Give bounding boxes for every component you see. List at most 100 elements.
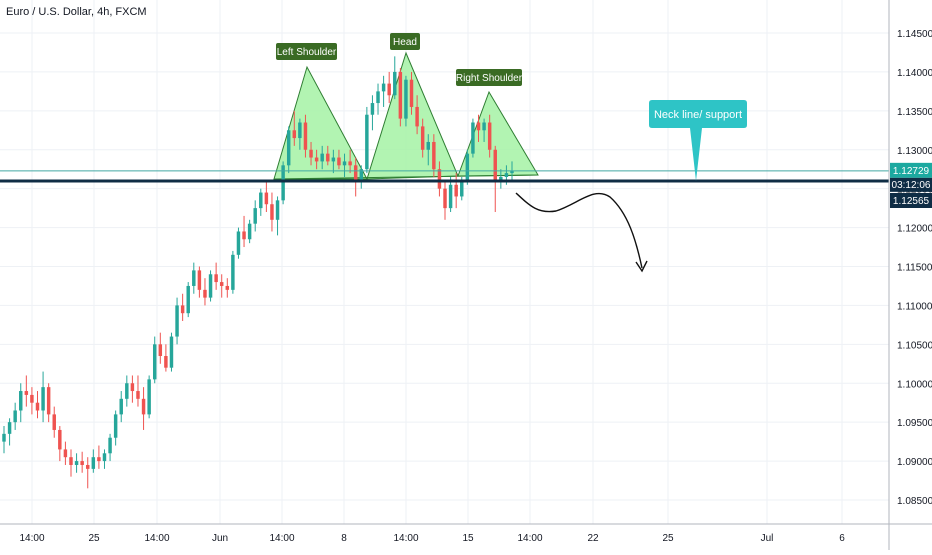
y-tick-label: 1.09000 (897, 457, 932, 468)
candle-body (253, 208, 257, 224)
candle-body (460, 180, 464, 197)
candle-body (74, 461, 79, 465)
candle-body (2, 433, 6, 442)
x-tick-label: Jul (761, 533, 774, 544)
candle-body (259, 192, 263, 209)
candle-body (147, 379, 151, 415)
candle-body (164, 356, 168, 368)
candle-body (309, 149, 313, 158)
candle-body (119, 398, 123, 415)
neckline-callout-text: Neck line/ support (654, 109, 742, 121)
candle-body (471, 122, 475, 154)
y-tick-label: 1.12000 (897, 224, 932, 235)
candle-body (353, 165, 358, 181)
candle-body (203, 289, 207, 298)
price-lines (0, 170, 889, 183)
candle-body (236, 231, 241, 255)
y-tick-label: 1.10500 (897, 340, 932, 351)
pattern-label-bg (456, 69, 522, 86)
x-tick-label: 25 (662, 533, 674, 544)
countdown-badge: 03:12:06 (890, 177, 932, 192)
x-tick-label: 6 (839, 533, 845, 544)
x-tick-label: 14:00 (19, 533, 44, 544)
candle-body (409, 79, 414, 107)
candle-body (465, 153, 470, 181)
y-tick-label: 1.14500 (897, 29, 932, 40)
x-tick-label: Jun (212, 533, 228, 544)
candle-body (504, 173, 509, 177)
candle-body (482, 122, 486, 131)
candle-body (35, 402, 40, 411)
x-tick-label: 22 (587, 533, 599, 544)
candle-body (359, 169, 364, 181)
candle-body (426, 141, 430, 150)
neckline-price-text: 1.12565 (893, 196, 930, 207)
candle-body (303, 122, 308, 150)
left-shoulder-triangle (273, 65, 368, 180)
candle-body (102, 453, 107, 462)
candle-body (499, 176, 503, 181)
candle-body (404, 79, 408, 119)
candle-body (125, 383, 129, 399)
candle-body (41, 387, 45, 411)
x-tick-label: 14:00 (269, 533, 294, 544)
candle-body (264, 192, 269, 205)
candle-body (231, 254, 235, 290)
grid (0, 0, 889, 524)
annotations: Left Shoulder Head Right Shoulder Neck line… (276, 33, 747, 273)
candle-body (443, 188, 447, 209)
candle-body (219, 282, 224, 286)
neckline-price-badge-bg (890, 193, 932, 208)
candle-body (437, 169, 442, 189)
candle-body (24, 391, 29, 395)
candle-body (331, 157, 336, 162)
candle-body (415, 106, 419, 127)
candle-body (247, 223, 252, 240)
y-tick-label: 1.11000 (897, 301, 932, 312)
candle-body (398, 71, 403, 119)
candle-body (169, 336, 174, 368)
candle-body (63, 449, 68, 458)
candle-body (292, 130, 297, 139)
candle-body (275, 200, 280, 220)
candle-body (393, 71, 397, 96)
candle-body (152, 344, 157, 380)
candle-body (270, 204, 274, 220)
projection-arrowhead (635, 260, 648, 273)
candle-body (197, 270, 202, 290)
candle-body (487, 122, 492, 150)
x-tick-label: 8 (341, 533, 347, 544)
candle-body (320, 153, 324, 162)
candle-body (225, 285, 230, 290)
candles (2, 56, 514, 489)
candle-body (432, 141, 436, 170)
candle-body (242, 231, 246, 240)
candle-body (376, 91, 380, 104)
candle-body (158, 344, 163, 357)
pattern-label-bg (390, 33, 420, 50)
pattern-label: Left Shoulder (276, 43, 337, 60)
candle-body (326, 153, 330, 162)
candle-body (281, 165, 285, 201)
x-tick-label: 14:00 (144, 533, 169, 544)
candle-body (342, 161, 347, 166)
pattern-label-text: Head (393, 37, 417, 48)
y-tick-label: 1.09500 (897, 418, 932, 429)
current-price-text: 1.12729 (893, 166, 930, 177)
y-tick-label: 1.08500 (897, 496, 932, 507)
x-tick-label: 15 (462, 533, 474, 544)
countdown-badge-bg (890, 177, 932, 192)
candle-body (136, 391, 140, 399)
y-tick-label: 1.11500 (897, 263, 932, 274)
pattern-label-text: Right Shoulder (456, 73, 523, 84)
right-shoulder-triangle (457, 90, 539, 177)
candle-body (13, 410, 17, 423)
candle-body (58, 429, 62, 450)
candle-body (175, 305, 179, 337)
candle-body (208, 274, 213, 298)
pattern-label: Right Shoulder (456, 69, 523, 86)
y-tick-label: 1.13500 (897, 107, 932, 118)
